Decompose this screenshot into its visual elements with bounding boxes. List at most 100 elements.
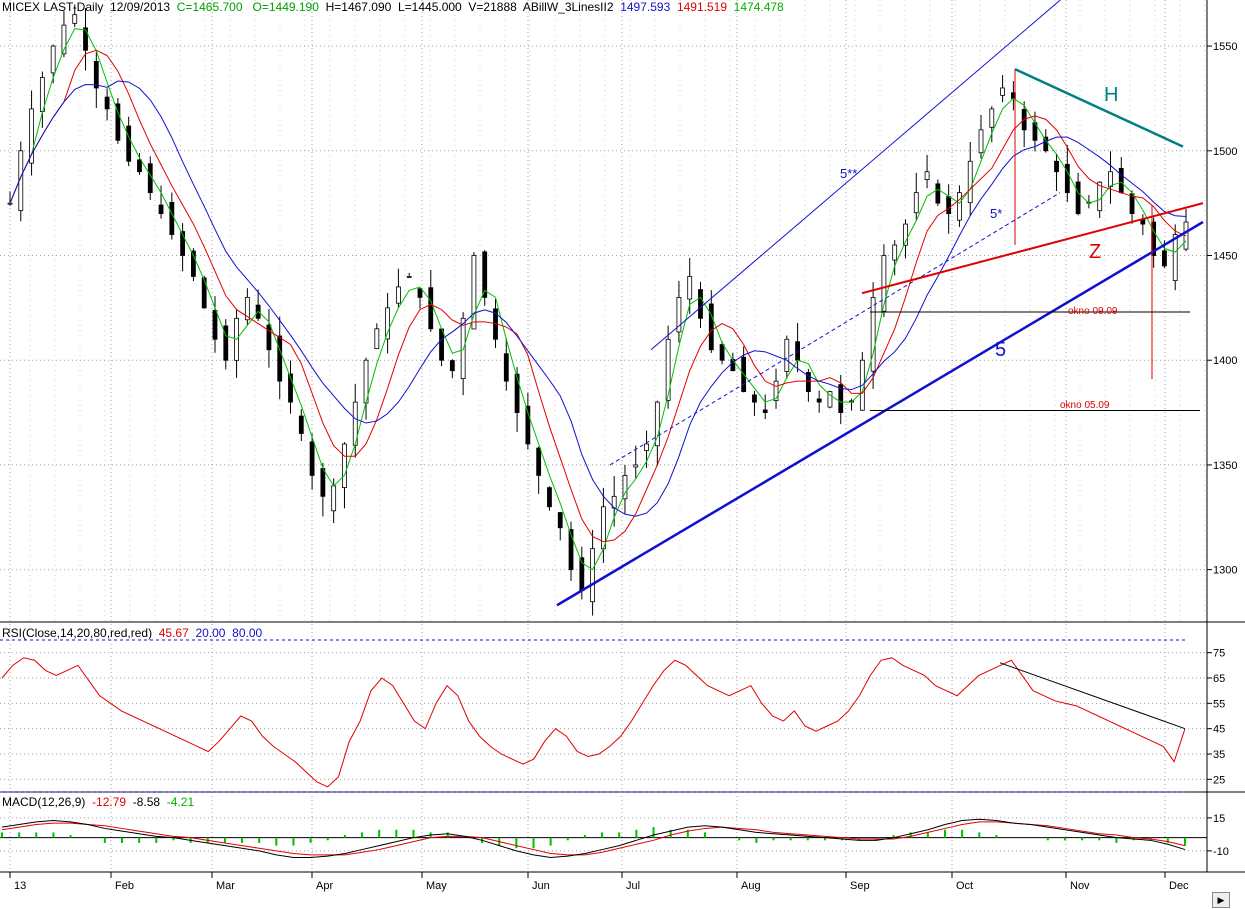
macd-tick-label: -10 — [1213, 846, 1229, 858]
candle-body — [784, 338, 790, 372]
macd-hist: -4.21 — [166, 795, 195, 809]
candle-body — [320, 468, 326, 497]
candle-body — [989, 108, 995, 128]
month-tick-label: May — [426, 880, 447, 892]
line1-value: 1497.593 — [620, 0, 671, 14]
month-tick-label: Dec — [1169, 880, 1189, 892]
candle-body — [93, 60, 99, 89]
month-tick-label: Nov — [1070, 880, 1090, 892]
candle-body — [1043, 136, 1049, 152]
candle-body — [72, 14, 78, 24]
month-tick-label: Jun — [532, 880, 550, 892]
symbol-label: MICEX LAST-Daily — [2, 0, 104, 14]
candle-body — [752, 394, 757, 403]
date-label: 12/09/2013 — [110, 0, 171, 14]
rsi-label: RSI(Close,14,20,80,red,red) — [2, 626, 153, 640]
candle-body — [212, 310, 218, 340]
rsi-tick-label: 75 — [1213, 648, 1225, 660]
candle-body — [223, 325, 229, 361]
rsi-header: RSI(Close,14,20,80,red,red) 45.67 20.00 … — [2, 626, 262, 640]
candle-body — [536, 447, 542, 476]
open-value: O=1449.190 — [252, 0, 319, 14]
candle-body — [180, 231, 186, 256]
macd-value: -12.79 — [92, 795, 127, 809]
candle-body — [719, 344, 725, 361]
candle-body — [1075, 181, 1081, 215]
candle-body — [514, 373, 520, 413]
candle-body — [331, 485, 337, 512]
candle-body — [913, 192, 919, 214]
blue-ma-line — [9, 80, 1187, 517]
indicator-label: ABillW_3LinesII2 — [522, 0, 614, 14]
price-tick-label: 1350 — [1213, 460, 1237, 472]
neckline-z — [861, 202, 1204, 295]
candle-body — [1129, 193, 1135, 215]
macd-label: MACD(12,26,9) — [2, 795, 86, 809]
candle-body — [600, 506, 606, 550]
candle-body — [892, 244, 898, 261]
candle-body — [967, 160, 973, 204]
candle-body — [773, 380, 779, 402]
candle-body — [633, 464, 639, 468]
candle-body — [978, 129, 984, 154]
rsi-tick-label: 65 — [1213, 673, 1225, 685]
candle-body — [244, 296, 250, 321]
candle-body — [1118, 167, 1124, 194]
close-value: C=1465.700 — [176, 0, 243, 14]
candle-body — [881, 255, 887, 312]
month-tick-label: Mar — [216, 880, 235, 892]
macd-signal: -8.58 — [132, 795, 161, 809]
candle-body — [708, 303, 714, 351]
month-tick-label: Sep — [850, 880, 870, 892]
month-tick-label: Apr — [316, 880, 333, 892]
candle-body — [827, 391, 833, 408]
candle-body — [590, 548, 596, 603]
candle-body — [935, 183, 941, 204]
candle-body — [676, 296, 682, 333]
candle-body — [396, 286, 401, 304]
price-tick-label: 1550 — [1213, 41, 1237, 53]
month-tick-label: Feb — [115, 880, 134, 892]
candle-body — [342, 443, 347, 488]
candle-body — [816, 398, 822, 403]
candle-body — [654, 401, 660, 447]
candle-body — [428, 287, 434, 330]
candle-body — [525, 405, 531, 445]
scroll-right-button[interactable]: ▶ — [1212, 892, 1230, 908]
rsi-high: 80.00 — [232, 626, 263, 640]
candle-body — [1162, 250, 1167, 267]
volume-value: V=21888 — [468, 0, 517, 14]
line3-value: 1474.478 — [733, 0, 784, 14]
label-5-star: 5* — [990, 206, 1002, 221]
rsi-tick-label: 35 — [1213, 749, 1225, 761]
candle-body — [104, 96, 110, 110]
candle-body — [406, 276, 412, 278]
label-okno-0509: okno 05.09 — [1060, 400, 1110, 411]
candle-body — [870, 296, 876, 372]
candle-body — [201, 277, 207, 309]
price-tick-label: 1300 — [1213, 565, 1237, 577]
candle-body — [1000, 87, 1005, 96]
rsi-tick-label: 45 — [1213, 724, 1225, 736]
label-z: Z — [1089, 241, 1101, 263]
label-okno-0909: okno 09.09 — [1068, 306, 1118, 317]
label-5: 5 — [995, 339, 1006, 361]
candle-body — [50, 45, 56, 74]
macd-tick-label: 15 — [1213, 813, 1225, 825]
candle-body — [158, 204, 164, 215]
price-tick-label: 1500 — [1213, 146, 1237, 158]
rsi-tick-label: 55 — [1213, 698, 1225, 710]
rsi-trend-line — [999, 662, 1186, 730]
candle-body — [547, 487, 552, 508]
candle-body — [698, 289, 703, 319]
candle-body — [439, 328, 444, 361]
candle-body — [277, 335, 283, 382]
candle-body — [762, 409, 768, 413]
candle-body — [126, 125, 132, 162]
candle-body — [1108, 171, 1113, 188]
trend-line-5-double-star — [650, 0, 1062, 351]
macd-header: MACD(12,26,9) -12.79 -8.58 -4.21 — [2, 795, 194, 809]
candle-body — [557, 512, 563, 529]
candle-body — [29, 108, 34, 164]
